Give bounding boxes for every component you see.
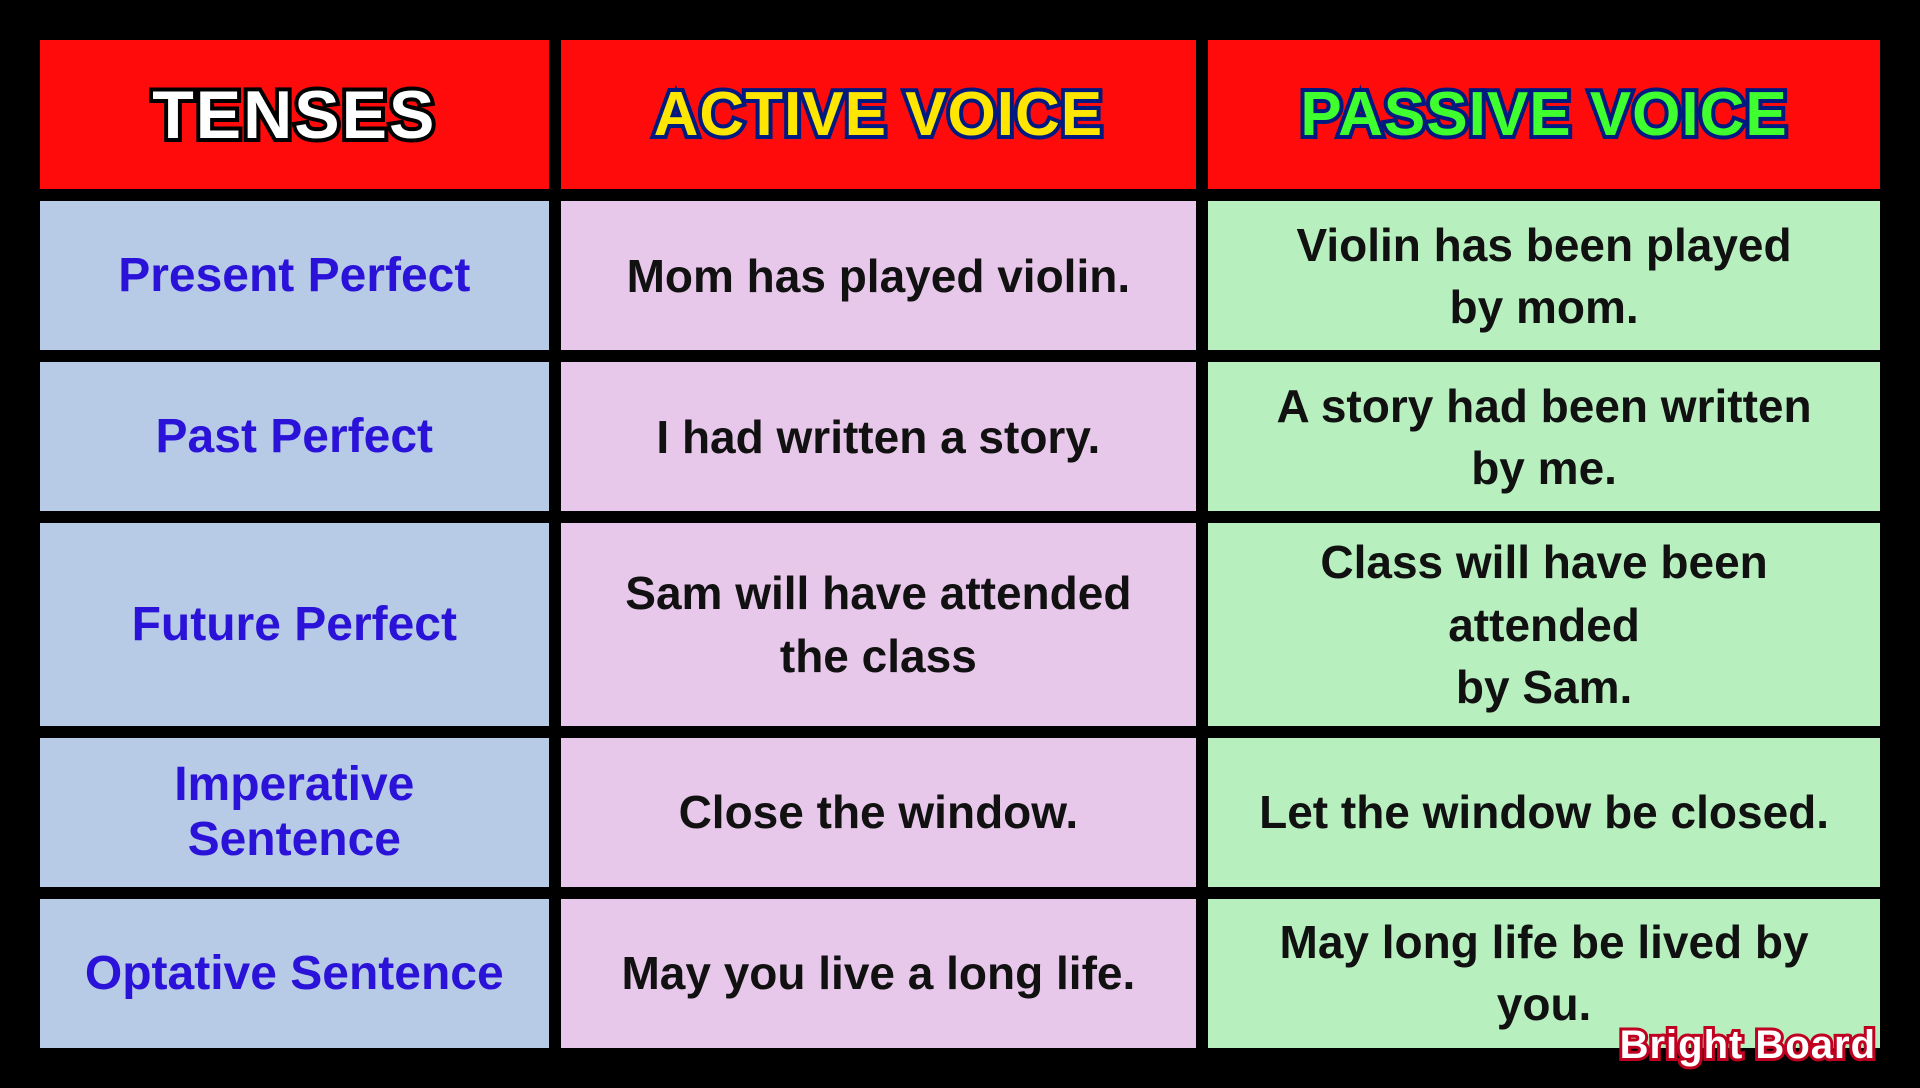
active-cell: Mom has played violin. [561, 201, 1197, 350]
tense-cell: Past Perfect [40, 362, 549, 511]
header-active-label: ACTIVE VOICE [654, 79, 1104, 150]
tense-cell: Future Perfect [40, 523, 549, 725]
header-active: ACTIVE VOICE [561, 40, 1197, 189]
tense-cell: Imperative Sentence [40, 738, 549, 887]
passive-cell: Class will have been attended by Sam. [1208, 523, 1880, 725]
voice-tense-table: TENSES ACTIVE VOICE PASSIVE VOICE Presen… [40, 40, 1880, 1048]
table-row: Future Perfect Sam will have attended th… [40, 523, 1880, 725]
header-passive-label: PASSIVE VOICE [1300, 79, 1787, 150]
passive-cell: Violin has been played by mom. [1208, 201, 1880, 350]
header-row: TENSES ACTIVE VOICE PASSIVE VOICE [40, 40, 1880, 189]
active-cell: May you live a long life. [561, 899, 1197, 1048]
table-row: Past Perfect I had written a story. A st… [40, 362, 1880, 511]
table-row: Imperative Sentence Close the window. Le… [40, 738, 1880, 887]
active-cell: I had written a story. [561, 362, 1197, 511]
header-tenses: TENSES [40, 40, 549, 189]
watermark: Bright Board [1620, 1023, 1876, 1068]
table-row: Optative Sentence May you live a long li… [40, 899, 1880, 1048]
passive-cell: Let the window be closed. [1208, 738, 1880, 887]
active-cell: Sam will have attended the class [561, 523, 1197, 725]
table-row: Present Perfect Mom has played violin. V… [40, 201, 1880, 350]
active-cell: Close the window. [561, 738, 1197, 887]
header-tenses-label: TENSES [152, 76, 436, 154]
tense-cell: Optative Sentence [40, 899, 549, 1048]
passive-cell: A story had been written by me. [1208, 362, 1880, 511]
tense-cell: Present Perfect [40, 201, 549, 350]
header-passive: PASSIVE VOICE [1208, 40, 1880, 189]
